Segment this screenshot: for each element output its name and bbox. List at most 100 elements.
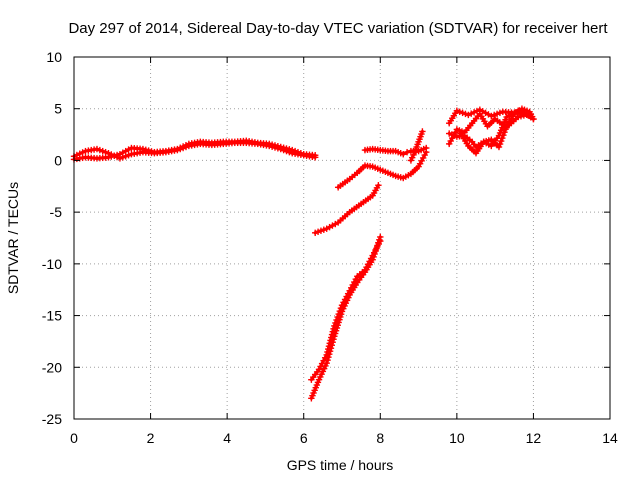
data-point bbox=[530, 115, 537, 123]
data-point bbox=[326, 347, 334, 355]
series-arc-3 bbox=[312, 182, 382, 237]
data-point bbox=[374, 242, 381, 249]
series-layer bbox=[70, 105, 537, 402]
series-arc-4 bbox=[334, 148, 430, 191]
x-tick-label: 6 bbox=[300, 430, 308, 446]
data-point bbox=[456, 108, 463, 116]
data-point bbox=[294, 148, 302, 156]
data-point bbox=[419, 128, 426, 135]
data-point bbox=[105, 154, 112, 161]
data-point bbox=[490, 111, 498, 119]
data-point bbox=[369, 256, 376, 263]
data-point bbox=[453, 107, 461, 114]
data-point bbox=[376, 236, 383, 244]
y-tick-label: -5 bbox=[50, 204, 63, 220]
data-point bbox=[182, 141, 190, 149]
series-arc-12 bbox=[457, 105, 537, 157]
data-point bbox=[283, 145, 290, 152]
series-line bbox=[313, 183, 380, 235]
data-point bbox=[297, 149, 305, 157]
data-point bbox=[148, 148, 155, 155]
data-point bbox=[142, 146, 149, 154]
x-tick-label: 10 bbox=[449, 430, 465, 446]
data-point bbox=[312, 229, 319, 237]
data-point bbox=[312, 152, 319, 159]
x-tick-label: 0 bbox=[70, 430, 78, 446]
data-point bbox=[317, 227, 325, 234]
data-point bbox=[93, 145, 101, 153]
data-point bbox=[372, 247, 379, 255]
data-point bbox=[500, 131, 507, 139]
data-point bbox=[323, 359, 330, 367]
data-point bbox=[373, 245, 380, 252]
data-point bbox=[459, 109, 466, 117]
chart-title: Day 297 of 2014, Sidereal Day-to-day VTE… bbox=[68, 20, 608, 37]
data-point bbox=[488, 112, 495, 120]
data-point bbox=[462, 110, 469, 118]
data-point bbox=[174, 145, 181, 153]
data-point bbox=[102, 148, 109, 156]
data-point bbox=[286, 146, 293, 153]
data-point bbox=[320, 226, 328, 233]
data-point bbox=[268, 141, 276, 148]
data-point bbox=[377, 233, 384, 241]
data-point bbox=[274, 143, 282, 150]
data-point bbox=[375, 239, 382, 246]
data-point bbox=[468, 110, 475, 117]
data-point bbox=[403, 148, 411, 156]
data-point bbox=[108, 153, 115, 160]
y-tick-label: -20 bbox=[42, 359, 62, 375]
data-point bbox=[111, 152, 118, 159]
data-point bbox=[325, 353, 332, 361]
data-point bbox=[125, 152, 132, 159]
data-point bbox=[496, 109, 504, 117]
data-point bbox=[514, 113, 522, 121]
data-point bbox=[470, 109, 478, 116]
series-arc-6 bbox=[407, 128, 426, 164]
data-point bbox=[324, 356, 331, 364]
data-point bbox=[277, 143, 284, 151]
series-arc-8 bbox=[308, 233, 384, 402]
data-point bbox=[326, 350, 333, 358]
plot-frame bbox=[73, 56, 611, 420]
data-point bbox=[370, 253, 377, 261]
x-tick-label: 14 bbox=[602, 430, 618, 446]
data-point bbox=[271, 142, 279, 149]
data-point bbox=[139, 145, 147, 153]
data-point bbox=[423, 144, 430, 152]
data-point bbox=[179, 143, 187, 150]
data-point bbox=[473, 107, 481, 115]
x-tick-label: 4 bbox=[223, 430, 231, 446]
series-arc-2 bbox=[70, 137, 319, 163]
data-point bbox=[327, 345, 335, 352]
data-point bbox=[493, 110, 501, 118]
data-point bbox=[495, 143, 503, 151]
data-point bbox=[289, 146, 296, 154]
data-point bbox=[177, 144, 184, 151]
data-point bbox=[330, 336, 337, 343]
data-point bbox=[314, 228, 322, 235]
data-point bbox=[99, 147, 106, 155]
data-point bbox=[499, 134, 506, 142]
axis-ticks: 0 2 4 6 8 10 12 14 -25 -20 -15 -10 -5 0 5 10 bbox=[42, 49, 618, 446]
data-point bbox=[465, 111, 472, 119]
data-point bbox=[502, 126, 509, 133]
y-tick-label: -15 bbox=[42, 308, 62, 324]
y-tick-label: -10 bbox=[42, 256, 62, 272]
data-point bbox=[113, 151, 121, 159]
data-point bbox=[328, 342, 335, 349]
data-point bbox=[280, 144, 287, 151]
y-tick-label: 5 bbox=[54, 101, 62, 117]
data-point bbox=[371, 250, 378, 258]
y-axis-label: SDTVAR / TECUs bbox=[5, 182, 21, 294]
x-tick-label: 2 bbox=[147, 430, 155, 446]
data-point bbox=[501, 129, 508, 136]
y-tick-label: 0 bbox=[54, 152, 62, 168]
data-point bbox=[496, 140, 504, 148]
x-tick-label: 8 bbox=[376, 430, 384, 446]
data-point bbox=[329, 339, 336, 346]
x-axis-label: GPS time / hours bbox=[287, 457, 394, 473]
data-point bbox=[145, 147, 152, 154]
x-tick-label: 12 bbox=[526, 430, 542, 446]
